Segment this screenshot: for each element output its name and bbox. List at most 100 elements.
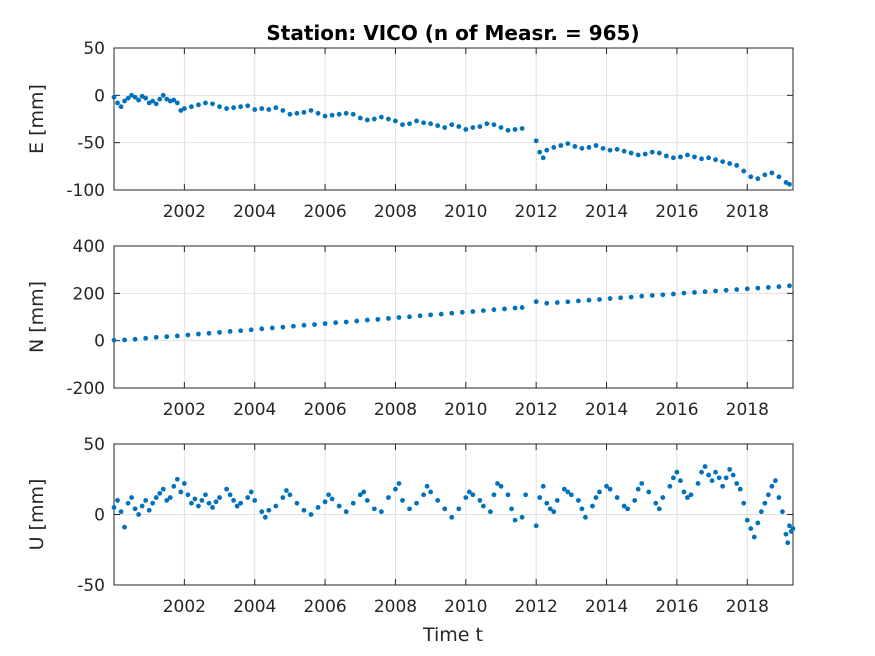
data-point-east xyxy=(210,101,215,107)
data-point-up xyxy=(614,495,620,500)
data-point-east xyxy=(421,120,426,126)
data-point-up xyxy=(245,495,251,500)
data-point-up xyxy=(720,483,726,489)
data-point-up xyxy=(695,481,701,486)
data-point-up xyxy=(727,466,733,472)
data-point-east xyxy=(393,118,398,124)
data-point-east xyxy=(713,157,719,163)
data-point-up xyxy=(160,486,166,492)
data-point-up xyxy=(505,492,511,498)
data-point-up xyxy=(547,506,553,512)
y-axis-label-north: N [mm] xyxy=(26,281,48,353)
data-point-east xyxy=(125,95,131,101)
data-point-east xyxy=(635,152,641,158)
data-point-up xyxy=(625,506,631,512)
data-point-east xyxy=(762,172,768,178)
data-point-up xyxy=(287,492,293,498)
data-point-east xyxy=(755,176,761,182)
data-point-up xyxy=(730,472,736,478)
data-point-up xyxy=(174,476,180,482)
data-point-up xyxy=(660,495,666,500)
data-point-up xyxy=(386,495,391,500)
data-point-east xyxy=(720,159,726,165)
data-point-up xyxy=(139,503,145,509)
x-tick-label-up: 2016 xyxy=(655,597,698,617)
data-point-up xyxy=(635,486,641,492)
data-point-north xyxy=(111,337,117,343)
data-point-up xyxy=(470,492,476,498)
data-point-east xyxy=(572,144,578,149)
data-point-east xyxy=(656,150,662,156)
data-point-east xyxy=(343,110,349,116)
data-point-east xyxy=(463,127,469,132)
data-point-up xyxy=(632,498,638,503)
data-point-up xyxy=(456,506,462,512)
x-tick-label-up: 2014 xyxy=(585,597,628,617)
data-point-north xyxy=(618,295,624,301)
data-point-up xyxy=(259,509,265,515)
data-point-up xyxy=(421,492,426,498)
x-tick-label-up: 2010 xyxy=(444,597,487,617)
data-point-up xyxy=(716,475,722,481)
data-point-up xyxy=(393,486,398,492)
x-tick-label-north: 2002 xyxy=(163,400,206,420)
data-point-up xyxy=(192,496,198,502)
x-tick-label-north: 2016 xyxy=(655,400,698,420)
data-point-up xyxy=(224,486,229,492)
data-point-up xyxy=(734,481,740,486)
data-point-up xyxy=(653,500,659,506)
data-point-up xyxy=(723,475,729,481)
y-tick-label-east: -100 xyxy=(66,181,105,201)
x-tick-label-up: 2006 xyxy=(303,597,346,617)
x-tick-label-north: 2006 xyxy=(303,400,346,420)
data-point-up xyxy=(481,503,486,509)
data-point-east xyxy=(544,147,550,153)
data-point-up xyxy=(533,523,539,529)
data-point-north xyxy=(649,293,655,298)
data-point-up xyxy=(681,489,687,495)
data-point-north xyxy=(417,313,423,319)
data-point-up xyxy=(283,488,289,493)
data-point-east xyxy=(505,127,511,133)
data-point-east xyxy=(136,97,142,103)
data-point-east xyxy=(217,104,222,110)
data-point-north xyxy=(533,299,539,305)
data-point-north xyxy=(692,289,697,295)
x-tick-label-east: 2010 xyxy=(444,202,487,222)
data-point-up xyxy=(248,489,254,495)
data-point-up xyxy=(751,534,757,540)
data-point-up xyxy=(685,495,690,500)
data-point-east xyxy=(649,149,655,155)
data-point-north xyxy=(765,285,771,290)
data-point-east xyxy=(787,181,792,187)
data-point-east xyxy=(748,174,754,180)
data-point-east xyxy=(407,121,412,127)
data-point-east xyxy=(614,146,620,152)
data-point-north xyxy=(787,283,792,289)
data-point-east xyxy=(400,122,405,128)
data-point-up xyxy=(656,506,662,512)
data-point-up xyxy=(565,489,571,495)
x-tick-label-up: 2002 xyxy=(163,597,206,617)
data-point-north xyxy=(491,307,497,313)
data-point-north xyxy=(681,290,687,296)
data-point-north xyxy=(280,324,286,330)
x-tick-label-east: 2016 xyxy=(655,202,698,222)
y-tick-label-east: -50 xyxy=(77,134,105,154)
data-point-east xyxy=(364,117,370,123)
data-point-up xyxy=(280,495,286,500)
data-point-north xyxy=(364,317,370,323)
panel-east: E [mm] 2002 2004 2006 2008 2010 2012 2014 2016 2… xyxy=(26,39,794,222)
data-point-up xyxy=(790,526,796,531)
data-point-east xyxy=(178,108,184,113)
data-point-up xyxy=(167,495,173,500)
data-point-up xyxy=(118,509,124,515)
data-point-up xyxy=(773,478,778,484)
data-point-north xyxy=(628,294,634,300)
data-point-east xyxy=(157,96,163,102)
x-tick-label-north: 2008 xyxy=(374,400,417,420)
data-point-north xyxy=(174,333,180,339)
data-point-east xyxy=(266,107,272,112)
data-point-north xyxy=(723,287,729,293)
y-axis-label-up: U [mm] xyxy=(26,479,48,551)
